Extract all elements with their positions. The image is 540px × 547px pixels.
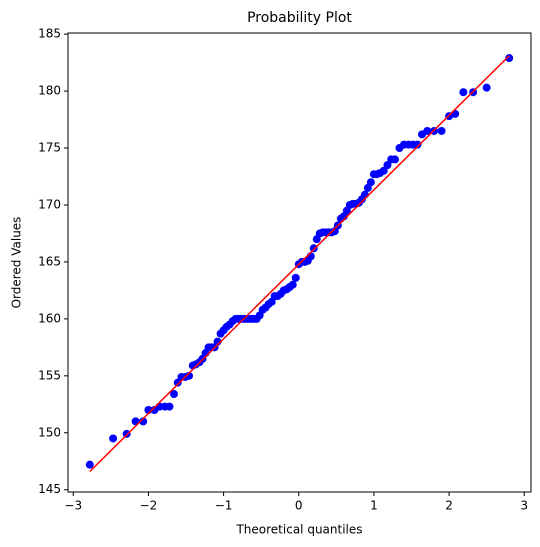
data-point: [366, 178, 375, 187]
data-point: [291, 273, 300, 282]
y-tick-label: 145: [38, 482, 61, 496]
fit-line: [89, 55, 510, 473]
data-point: [109, 434, 118, 443]
data-point: [288, 280, 297, 289]
y-tick-label: 185: [38, 27, 61, 41]
data-point: [122, 429, 131, 438]
x-tick-label: −3: [64, 499, 82, 513]
y-tick-label: 175: [38, 141, 61, 155]
x-tick-label: 0: [295, 499, 303, 513]
data-point: [390, 155, 399, 164]
data-point: [459, 88, 468, 97]
y-axis-label: Ordered Values: [10, 217, 24, 309]
data-point: [505, 54, 514, 63]
data-point: [451, 109, 460, 118]
y-tick-label: 165: [38, 254, 61, 268]
data-point: [169, 390, 178, 399]
y-tick-label: 155: [38, 368, 61, 382]
data-point: [309, 244, 318, 253]
data-point: [360, 190, 369, 199]
y-tick-label: 180: [38, 84, 61, 98]
x-tick-label: −1: [215, 499, 233, 513]
data-point: [173, 378, 182, 387]
data-point: [165, 402, 174, 411]
data-point: [413, 140, 422, 149]
x-tick-label: −2: [140, 499, 158, 513]
data-point: [379, 166, 388, 175]
data-point: [383, 161, 392, 170]
y-tick-label: 160: [38, 311, 61, 325]
y-tick-label: 170: [38, 197, 61, 211]
data-point: [139, 417, 148, 426]
y-tick-label: 150: [38, 425, 61, 439]
chart-title: Probability Plot: [247, 10, 352, 26]
data-point: [437, 126, 446, 135]
x-axis-label: Theoretical quantiles: [235, 523, 362, 537]
plot-frame: [67, 32, 532, 493]
x-tick-label: 2: [445, 499, 453, 513]
data-point: [185, 371, 194, 380]
x-tick-label: 1: [370, 499, 378, 513]
data-point: [482, 83, 491, 92]
x-tick-label: 3: [520, 499, 528, 513]
data-point: [85, 460, 94, 469]
data-point: [423, 126, 432, 135]
